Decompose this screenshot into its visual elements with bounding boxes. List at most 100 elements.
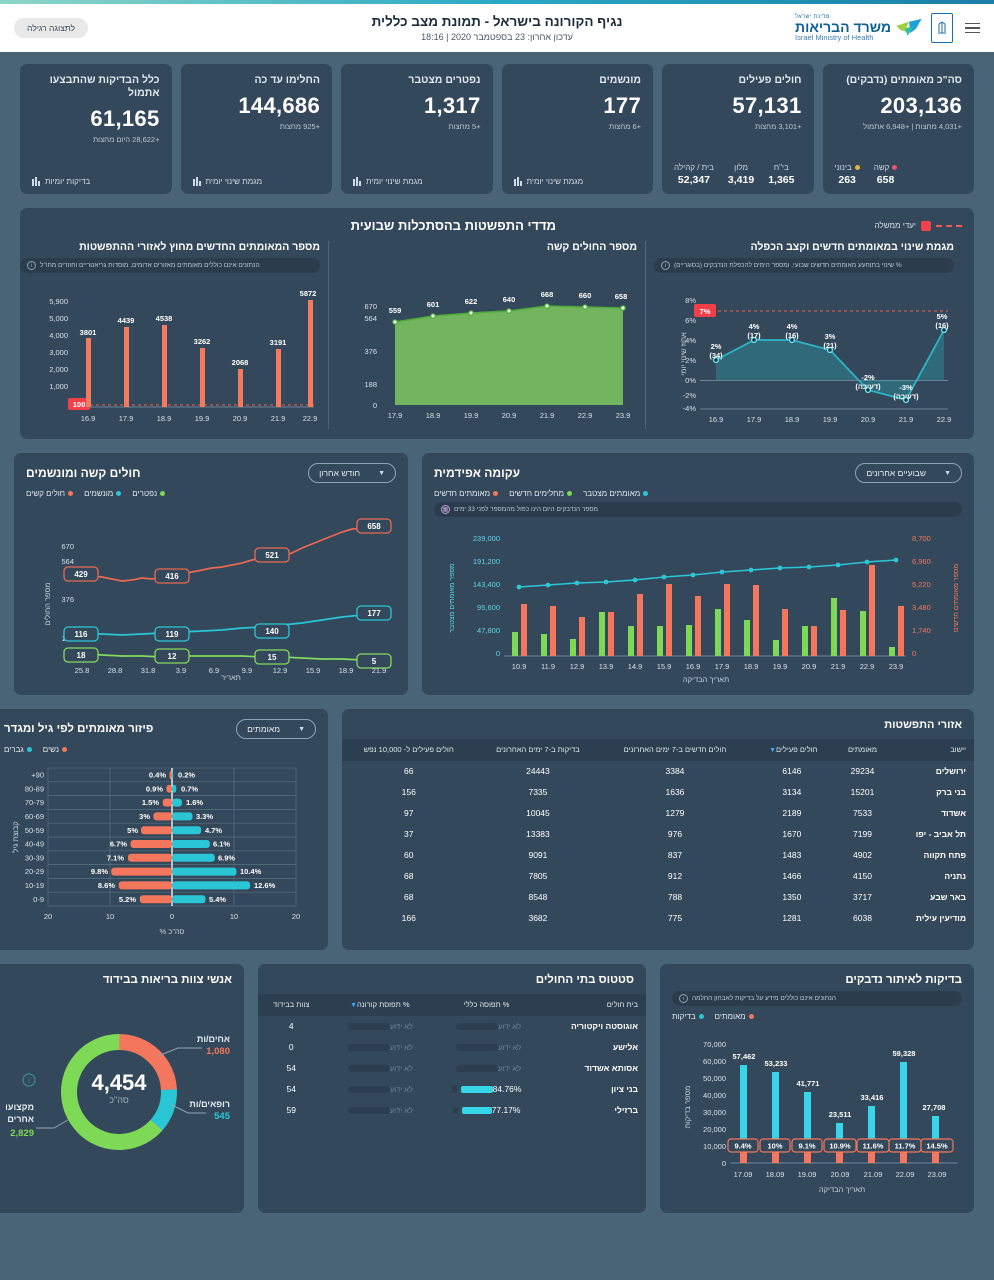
kpi-trend-link[interactable]: בדיקות יומיות: [32, 176, 160, 186]
svg-text:60-69: 60-69: [25, 812, 44, 821]
svg-text:19.9: 19.9: [195, 414, 210, 423]
table-row[interactable]: פתח תקווה 4902 1483 837 9091 60: [342, 845, 974, 866]
svg-text:2%: 2%: [685, 356, 696, 365]
info-icon[interactable]: i: [661, 261, 670, 270]
th-locality[interactable]: יישוב: [890, 739, 974, 762]
cell-new7d: 837: [667, 850, 683, 861]
svg-text:0: 0: [496, 649, 500, 658]
svg-text:21.9: 21.9: [372, 666, 387, 675]
table-row[interactable]: ירושלים 29234 6146 3384 24443 66: [342, 761, 974, 782]
info-icon[interactable]: i: [27, 261, 36, 270]
svg-text:6.7%: 6.7%: [110, 840, 127, 849]
kpi-trend-link[interactable]: מגמת שינוי יומית: [513, 176, 642, 186]
cell-locality: באר שבע: [930, 892, 966, 903]
kpi-link-label: בדיקות יומיות: [45, 176, 91, 186]
svg-text:19.09: 19.09: [798, 1170, 817, 1179]
kpi-value: 1,317: [423, 93, 481, 119]
cell-tests7d: 13383: [526, 829, 550, 840]
table-row[interactable]: בני ברק 15201 3134 1636 7335 156: [342, 782, 974, 803]
chart-title: פיזור מאומתים לפי גיל ומגדר: [4, 723, 154, 735]
bar-chart-icon: [353, 176, 361, 186]
svg-text:0.7%: 0.7%: [181, 784, 198, 793]
th-tests-7d[interactable]: בדיקות ב-7 ימים האחרונים: [475, 739, 601, 762]
svg-text:(21): (21): [823, 341, 837, 350]
table-row[interactable]: בני ציון 84.76% לא ידוע 54: [258, 1079, 646, 1100]
growth-rate-chart: 8% 6% 4% 2% 0% -2% -4% 7%: [654, 279, 954, 429]
chevron-down-icon: ▼: [944, 469, 951, 477]
header-logo-group: מדינת ישראל משרד הבריאות Israel Ministry…: [795, 13, 984, 43]
svg-text:סה"כ: סה"כ: [109, 1095, 129, 1105]
chart-title: מגמת שינוי במאומתים חדשים וקצב הכפלה: [750, 241, 954, 253]
table-row[interactable]: אשדוד 7533 2189 1279 10045 97: [342, 803, 974, 824]
svg-text:521: 521: [265, 551, 279, 560]
svg-text:0: 0: [912, 649, 916, 658]
table-row[interactable]: באר שבע 3717 1350 788 8548 68: [342, 887, 974, 908]
th-active[interactable]: חולים פעילים▼: [749, 739, 835, 762]
cell-general: 84.76%: [432, 1079, 541, 1100]
table-row[interactable]: אלישע לא ידוע לא ידוע 0: [258, 1037, 646, 1058]
svg-text:18.9: 18.9: [157, 414, 172, 423]
menu-icon[interactable]: [961, 19, 984, 38]
kpi-split-cell: קשה 658: [874, 163, 898, 186]
svg-text:17.9: 17.9: [119, 414, 134, 423]
svg-text:13.9: 13.9: [599, 662, 614, 671]
cell-tests7d: 10045: [526, 808, 550, 819]
cell-hospital: אלישע: [612, 1042, 638, 1053]
th-corona-occupancy[interactable]: % תפוסת קורונה▼: [324, 994, 433, 1017]
severe-ventilated-chart: 670 564 376 188 0 מספר החולים 429: [26, 504, 396, 680]
cell-corona: לא ידוע: [324, 1058, 432, 1079]
accessibility-toggle-button[interactable]: לתצוגה רגילה: [14, 18, 89, 38]
kpi-deaths: נפטרים מצטבר 1,317 +5 מחצות מגמת שינוי י…: [341, 64, 493, 194]
svg-text:12.6%: 12.6%: [254, 881, 276, 890]
table-row[interactable]: נתניה 4150 1466 912 7805 68: [342, 866, 974, 887]
kpi-trend-link[interactable]: מגמת שינוי יומית: [192, 176, 321, 186]
occupancy-value: 84.76%: [492, 1084, 522, 1095]
chart-icon[interactable]: ▦: [441, 505, 450, 514]
kpi-title: כלל הבדיקות שהתבצעו אתמול: [49, 74, 160, 100]
cell-new7d: 1636: [665, 787, 685, 798]
th-label: חולים פעילים: [776, 745, 818, 754]
th-staff-isolated[interactable]: צוות בבידוד: [258, 994, 325, 1017]
svg-text:564: 564: [61, 557, 74, 566]
pyramid-metric-select[interactable]: ▼ מאומתים: [236, 719, 316, 739]
th-general-occupancy[interactable]: % תפוסה כללי: [432, 994, 541, 1017]
svg-text:376: 376: [61, 595, 74, 604]
cell-locality: אשדוד: [941, 808, 966, 819]
legend-label: מאומתים מצטבר: [582, 489, 641, 498]
app-header: מדינת ישראל משרד הבריאות Israel Ministry…: [0, 4, 994, 52]
cell-locality: בני ברק: [936, 787, 966, 798]
svg-text:31.8: 31.8: [141, 666, 156, 675]
th-new-7d[interactable]: חולים חדשים ב-7 ימים האחרונים: [600, 739, 750, 762]
th-active-per-10k[interactable]: חולים פעילים ל- 10,000 נפש: [342, 739, 476, 762]
svg-text:15: 15: [268, 653, 277, 662]
severe-range-select[interactable]: ▼ חודש אחרון: [308, 463, 396, 483]
svg-text:70-79: 70-79: [25, 798, 44, 807]
legend-label: נפטרים: [132, 489, 158, 498]
epidemic-range-select[interactable]: ▼ שבועיים אחרונים: [855, 463, 962, 483]
th-hospital[interactable]: בית חולים: [540, 994, 646, 1017]
cell-general: 77.17%: [432, 1100, 541, 1121]
svg-text:5,900: 5,900: [49, 297, 68, 306]
table-row[interactable]: אוגוסטה ויקטוריה לא ידוע לא ידוע 4: [258, 1016, 646, 1037]
note-text: הנתונים אינם כוללים מידע על בדיקות לאבחו…: [692, 995, 836, 1002]
kpi-title: סה"כ מאומתים (נדבקים): [846, 74, 962, 86]
table-row[interactable]: תל אביב - יפו 7199 1670 976 13383 37: [342, 824, 974, 845]
table-row[interactable]: מודיעין עילית 6038 1281 775 3682 166: [342, 908, 974, 929]
th-confirmed[interactable]: מאומתים: [834, 739, 891, 762]
cell-per10k: 37: [403, 829, 414, 840]
svg-text:57,462: 57,462: [733, 1052, 756, 1061]
table-row[interactable]: ברזילי 77.17% לא ידוע 59: [258, 1100, 646, 1121]
legend-dot-icon: [68, 491, 74, 496]
severity-dot-icon: [854, 165, 860, 170]
svg-text:18.9: 18.9: [426, 411, 441, 420]
kpi-delta: +5 מחצות: [448, 122, 481, 132]
legend-item: מחלימים חדשים: [509, 489, 572, 498]
info-icon[interactable]: i: [679, 994, 688, 1003]
cell-active: 1466: [782, 871, 802, 882]
svg-text:6%: 6%: [685, 316, 696, 325]
svg-text:3.9: 3.9: [176, 666, 186, 675]
legend-dot-icon: [493, 491, 499, 496]
cell-confirmed: 7199: [853, 829, 872, 840]
kpi-trend-link[interactable]: מגמת שינוי יומית: [353, 176, 481, 186]
table-row[interactable]: אסותא אשדוד לא ידוע לא ידוע 54: [258, 1058, 646, 1079]
